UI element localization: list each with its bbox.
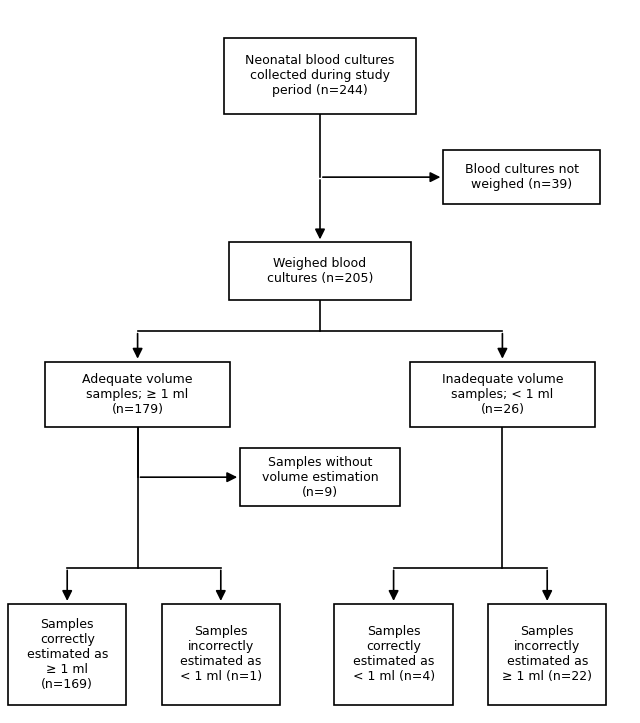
FancyBboxPatch shape — [229, 242, 412, 300]
Text: Samples without
volume estimation
(n=9): Samples without volume estimation (n=9) — [262, 455, 378, 499]
Text: Weighed blood
cultures (n=205): Weighed blood cultures (n=205) — [267, 257, 373, 285]
Text: Samples
incorrectly
estimated as
< 1 ml (n=1): Samples incorrectly estimated as < 1 ml … — [180, 625, 262, 683]
FancyBboxPatch shape — [488, 604, 607, 705]
Text: Adequate volume
samples; ≥ 1 ml
(n=179): Adequate volume samples; ≥ 1 ml (n=179) — [83, 372, 193, 416]
FancyBboxPatch shape — [8, 604, 127, 705]
FancyBboxPatch shape — [224, 38, 416, 114]
Text: Samples
correctly
estimated as
< 1 ml (n=4): Samples correctly estimated as < 1 ml (n… — [353, 625, 435, 683]
FancyBboxPatch shape — [410, 362, 595, 427]
Text: Blood cultures not
weighed (n=39): Blood cultures not weighed (n=39) — [465, 163, 579, 191]
Text: Samples
correctly
estimated as
≥ 1 ml
(n=169): Samples correctly estimated as ≥ 1 ml (n… — [26, 618, 108, 690]
FancyBboxPatch shape — [443, 150, 600, 204]
FancyBboxPatch shape — [45, 362, 230, 427]
Text: Neonatal blood cultures
collected during study
period (n=244): Neonatal blood cultures collected during… — [245, 54, 395, 98]
Text: Samples
incorrectly
estimated as
≥ 1 ml (n=22): Samples incorrectly estimated as ≥ 1 ml … — [502, 625, 592, 683]
FancyBboxPatch shape — [334, 604, 453, 705]
Text: Inadequate volume
samples; < 1 ml
(n=26): Inadequate volume samples; < 1 ml (n=26) — [442, 372, 563, 416]
FancyBboxPatch shape — [240, 448, 400, 506]
FancyBboxPatch shape — [161, 604, 280, 705]
